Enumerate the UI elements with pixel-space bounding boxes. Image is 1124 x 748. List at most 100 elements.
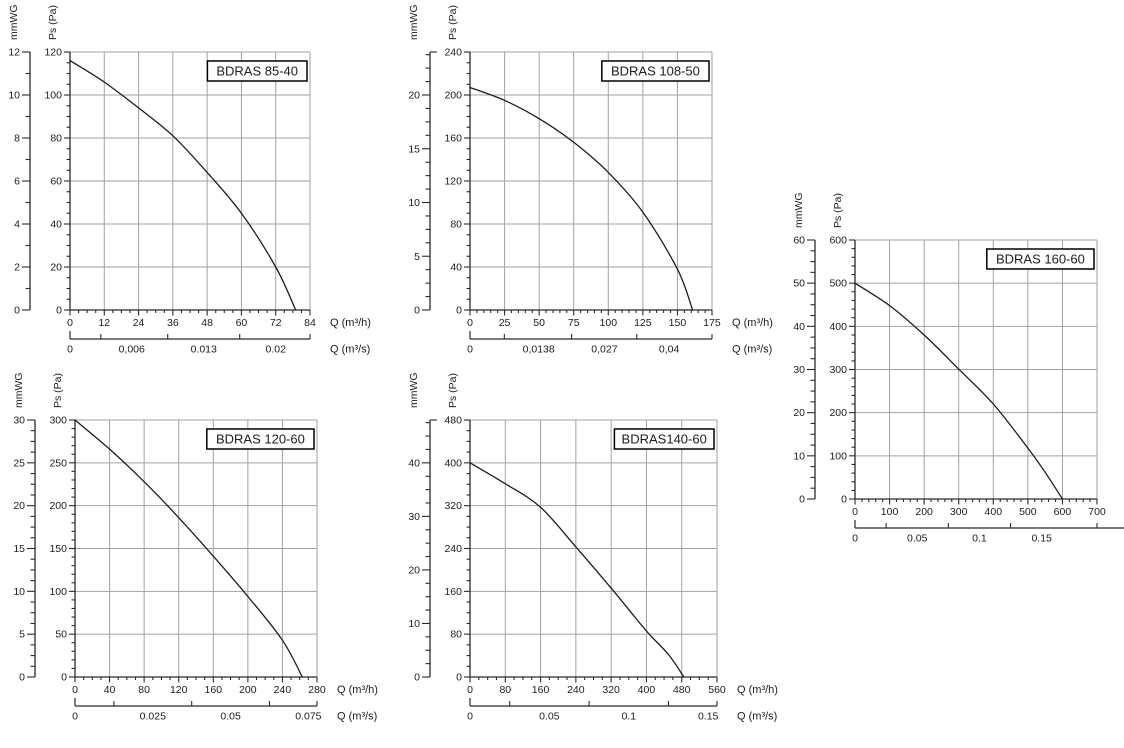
chart-title: BDRAS140-60 bbox=[622, 432, 707, 447]
chart-bdras-140-60: 0 80 160 240 320 400 480 0 10 20 30 40 mmWG Ps (Pa) 0 8… bbox=[400, 368, 795, 745]
svg-text:0,04: 0,04 bbox=[659, 344, 680, 356]
chart-title: BDRAS 85-40 bbox=[216, 64, 298, 79]
svg-text:20: 20 bbox=[408, 90, 420, 102]
chart-bdras-160-60: 0 100 200 300 400 500 600 0 10 20 30 40 50 60 mmWG Ps (… bbox=[785, 188, 1124, 561]
svg-text:0.025: 0.025 bbox=[140, 711, 166, 723]
svg-text:5: 5 bbox=[19, 629, 25, 641]
q-s-axis: 0 0,0138 0,027 0,04 Q (m³/s) bbox=[467, 331, 772, 356]
svg-text:0: 0 bbox=[467, 684, 473, 696]
svg-text:10: 10 bbox=[8, 90, 20, 102]
svg-text:500: 500 bbox=[829, 278, 847, 290]
fan-curve bbox=[74, 419, 303, 678]
svg-text:60: 60 bbox=[236, 317, 248, 329]
svg-text:400: 400 bbox=[985, 506, 1003, 518]
chart-title: BDRAS 120-60 bbox=[216, 432, 305, 447]
chart-canvas: 0 40 80 120 160 200 240 0 5 10 15 20 mmWG Ps (Pa) 0 25 5… bbox=[408, 4, 773, 356]
svg-text:80: 80 bbox=[138, 684, 150, 696]
svg-text:0: 0 bbox=[467, 344, 473, 356]
svg-text:10: 10 bbox=[13, 586, 25, 598]
chart-canvas: 0 100 200 300 400 500 600 0 10 20 30 40 50 60 mmWG Ps (… bbox=[793, 192, 1124, 545]
chart-bdras-85-40: 0 20 40 60 80 100 120 0 2 4 6 8 10 12 mmWG Ps (Pa) 0 12 24… bbox=[0, 0, 390, 373]
svg-text:0: 0 bbox=[852, 506, 858, 518]
svg-text:200: 200 bbox=[239, 684, 257, 696]
chart-title: BDRAS 160-60 bbox=[996, 252, 1085, 267]
svg-text:24: 24 bbox=[133, 317, 145, 329]
svg-text:0: 0 bbox=[67, 344, 73, 356]
svg-text:0,0138: 0,0138 bbox=[523, 344, 555, 356]
svg-text:80: 80 bbox=[50, 133, 62, 145]
svg-text:72: 72 bbox=[270, 317, 282, 329]
svg-text:2: 2 bbox=[14, 262, 20, 274]
svg-text:240: 240 bbox=[444, 47, 462, 59]
pa-axis: 0 50 100 150 200 250 300 bbox=[49, 415, 75, 684]
svg-text:300: 300 bbox=[950, 506, 968, 518]
svg-text:160: 160 bbox=[444, 586, 462, 598]
svg-text:0: 0 bbox=[19, 672, 25, 684]
mmwg-axis: 0 5 10 15 20 bbox=[408, 51, 437, 317]
svg-text:400: 400 bbox=[829, 321, 847, 333]
svg-text:0: 0 bbox=[72, 711, 78, 723]
q-axis-unit: Q (m³/h) bbox=[330, 317, 371, 329]
pa-axis: 0 40 80 120 160 200 240 bbox=[444, 47, 470, 317]
svg-text:10: 10 bbox=[408, 618, 420, 630]
svg-text:10: 10 bbox=[408, 197, 420, 209]
svg-text:40: 40 bbox=[104, 684, 116, 696]
title-box: BDRAS 160-60 bbox=[986, 248, 1095, 270]
pa-axis-title: Ps (Pa) bbox=[47, 5, 59, 40]
chart-canvas: 0 80 160 240 320 400 480 0 10 20 30 40 mmWG Ps (Pa) 0 8… bbox=[408, 372, 778, 723]
svg-text:25: 25 bbox=[499, 317, 511, 329]
svg-text:200: 200 bbox=[49, 500, 67, 512]
svg-text:250: 250 bbox=[49, 457, 67, 469]
mmwg-axis: 0 10 20 30 40 50 60 bbox=[793, 235, 816, 506]
svg-text:150: 150 bbox=[669, 317, 687, 329]
svg-text:80: 80 bbox=[499, 684, 511, 696]
mmwg-axis-title: mmWG bbox=[408, 372, 420, 408]
svg-text:100: 100 bbox=[600, 317, 618, 329]
svg-text:0.05: 0.05 bbox=[907, 533, 928, 545]
svg-text:100: 100 bbox=[49, 586, 67, 598]
svg-text:120: 120 bbox=[170, 684, 188, 696]
svg-text:20: 20 bbox=[793, 407, 805, 419]
q-axis-unit: Q (m³/h) bbox=[737, 684, 778, 696]
pa-axis: 0 80 160 240 320 400 480 bbox=[444, 415, 470, 684]
svg-text:0: 0 bbox=[852, 533, 858, 545]
svg-text:50: 50 bbox=[533, 317, 545, 329]
svg-text:20: 20 bbox=[13, 500, 25, 512]
mmwg-axis: 0 2 4 6 8 10 12 bbox=[8, 47, 31, 317]
pa-axis: 0 100 200 300 400 500 600 bbox=[829, 235, 855, 506]
q-axis: 0 12 24 36 48 60 72 84 Q (m³/h) bbox=[67, 310, 371, 329]
svg-text:150: 150 bbox=[49, 543, 67, 555]
svg-text:560: 560 bbox=[708, 684, 726, 696]
svg-text:12: 12 bbox=[8, 47, 20, 59]
svg-text:480: 480 bbox=[673, 684, 691, 696]
svg-text:50: 50 bbox=[793, 278, 805, 290]
q-s-axis-unit: Q (m³/s) bbox=[330, 344, 370, 356]
svg-text:84: 84 bbox=[304, 317, 316, 329]
pa-axis-title: Ps (Pa) bbox=[447, 5, 459, 40]
grid bbox=[69, 51, 311, 311]
svg-text:0,006: 0,006 bbox=[119, 344, 145, 356]
svg-text:0: 0 bbox=[467, 711, 473, 723]
q-s-axis: 0 0.05 0.1 0.15 bbox=[852, 520, 1124, 545]
svg-text:8: 8 bbox=[14, 133, 20, 145]
svg-text:320: 320 bbox=[444, 500, 462, 512]
svg-text:120: 120 bbox=[444, 176, 462, 188]
svg-text:240: 240 bbox=[274, 684, 292, 696]
svg-text:75: 75 bbox=[568, 317, 580, 329]
svg-text:200: 200 bbox=[444, 90, 462, 102]
svg-text:15: 15 bbox=[13, 543, 25, 555]
svg-text:100: 100 bbox=[829, 450, 847, 462]
title-box: BDRAS 108-50 bbox=[601, 60, 710, 82]
chart-bdras-108-50: 0 40 80 120 160 200 240 0 5 10 15 20 mmWG Ps (Pa) 0 25 5… bbox=[400, 0, 780, 373]
svg-text:15: 15 bbox=[408, 143, 420, 155]
q-s-axis-unit: Q (m³/s) bbox=[337, 711, 377, 723]
q-axis: 0 80 160 240 320 400 480 560 Q (m³/h) bbox=[467, 677, 778, 696]
svg-text:20: 20 bbox=[50, 262, 62, 274]
svg-text:600: 600 bbox=[1054, 506, 1072, 518]
svg-text:0.05: 0.05 bbox=[539, 711, 560, 723]
svg-text:160: 160 bbox=[205, 684, 223, 696]
fan-curve bbox=[69, 59, 297, 311]
svg-text:25: 25 bbox=[13, 457, 25, 469]
svg-text:12: 12 bbox=[98, 317, 110, 329]
